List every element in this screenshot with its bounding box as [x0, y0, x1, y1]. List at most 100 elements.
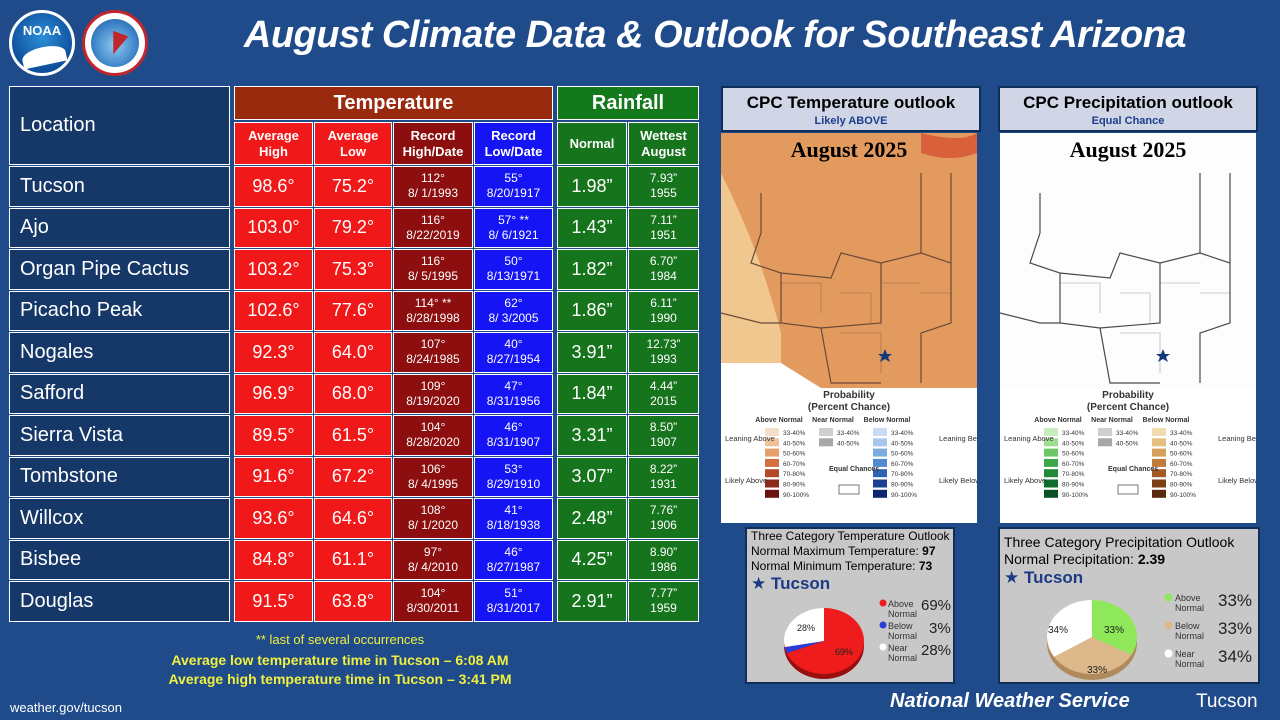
- legend-equal-chances: Equal Chances: [829, 466, 879, 473]
- legend-leaning-below: Leaning Below: [939, 434, 977, 443]
- wettest-august-cell-date: 1907: [650, 435, 677, 450]
- avg-high-cell: 84.8°: [234, 539, 313, 580]
- wettest-august-cell-value: 8.50”: [649, 420, 678, 435]
- record-low-cell: 46° 8/31/1907: [474, 415, 553, 456]
- temp-outlook-title: CPC Temperature outlook: [746, 93, 956, 112]
- noaa-logo: NOAA: [9, 10, 75, 76]
- avg-low-header: Average Low: [314, 122, 392, 165]
- legend-above-swatch: [765, 438, 779, 447]
- legend-above-swatch: [765, 428, 779, 436]
- below-dot-icon: [1164, 621, 1173, 630]
- avg-high-cell: 89.5°: [234, 415, 313, 456]
- normal-min-row: Normal Minimum Temperature: 73: [751, 559, 953, 574]
- legend-near-bin: 33-40%: [837, 430, 860, 437]
- location-cell: Willcox: [9, 498, 230, 539]
- legend-above-bin: 40-50%: [1062, 440, 1085, 447]
- temp-outlook-header: CPC Temperature outlook Likely ABOVE: [721, 86, 981, 132]
- nws-logo-ring: [91, 19, 139, 67]
- legend-above-bin: 50-60%: [1062, 451, 1085, 458]
- temp-outlook-subtitle: Likely ABOVE: [814, 115, 888, 127]
- record-high-cell-value: 108°: [420, 503, 446, 518]
- precip-outlook-header: CPC Precipitation outlook Equal Chance: [998, 86, 1258, 132]
- legend-near-bin: 40-50%: [1116, 440, 1139, 447]
- legend-below-swatch: [1152, 428, 1166, 436]
- record-high-cell: 104° 8/30/2011: [393, 581, 473, 622]
- temp-box-city: ★ Tucson: [751, 574, 953, 594]
- precip-near-pct: 34%: [1218, 647, 1253, 666]
- record-low-cell-value: 46°: [504, 420, 523, 435]
- wettest-august-cell-value: 7.77”: [649, 586, 678, 601]
- record-low-cell-date: 8/18/1938: [486, 518, 541, 533]
- normal-max-row: Normal Maximum Temperature: 97: [751, 544, 953, 559]
- occurrences-note: ** last of several occurrences: [255, 632, 425, 647]
- legend-below-bin: 70-80%: [1170, 471, 1193, 478]
- wettest-august-cell: 7.76” 1906: [628, 498, 699, 539]
- legend-leaning-above: Leaning Above: [725, 434, 775, 443]
- record-high-cell: 114° ** 8/28/1998: [393, 290, 473, 331]
- avg-low-cell: 67.2°: [314, 456, 392, 497]
- record-high-cell: 116° 8/22/2019: [393, 207, 473, 248]
- record-high-cell-date: 8/24/1985: [406, 352, 460, 367]
- legend-above_col: Above Normal: [755, 417, 803, 424]
- precip-map-fill: [1000, 133, 1256, 388]
- star-icon: ★: [751, 574, 767, 593]
- location-cell: Douglas: [9, 581, 230, 622]
- precip-city-name: Tucson: [1023, 568, 1084, 587]
- avg-high-cell: 102.6°: [234, 290, 313, 331]
- legend-below-bin: 40-50%: [1170, 440, 1193, 447]
- legend-above-bin: 33-40%: [1062, 430, 1085, 437]
- legend-near-bin: 33-40%: [1116, 430, 1139, 437]
- precip-near-legend: Near Normal: [1175, 649, 1205, 669]
- avg-high-cell: 103.0°: [234, 207, 313, 248]
- precip-outlook-title: CPC Precipitation outlook: [1023, 93, 1233, 112]
- record-high-cell: 97° 8/ 4/2010: [393, 539, 473, 580]
- legend-above-swatch: [765, 469, 779, 478]
- wettest-august-cell: 7.93” 1955: [628, 166, 699, 207]
- record-low-cell-date: 8/27/1987: [486, 559, 541, 574]
- record-low-cell-value: 41°: [504, 503, 523, 518]
- temp-pie-above-label: 69%: [835, 647, 853, 657]
- temperature-header: Temperature: [234, 86, 553, 120]
- record-high-cell: 108° 8/ 1/2020: [393, 498, 473, 539]
- record-low-cell: 51° 8/31/2017: [474, 581, 553, 622]
- temp-below-legend: Below Normal: [888, 621, 918, 641]
- record-low-cell: 50° 8/13/1971: [474, 249, 553, 290]
- location-cell: Safford: [9, 373, 230, 414]
- legend-above_col: Above Normal: [1034, 417, 1082, 424]
- normal-rain-cell: 2.91”: [557, 581, 627, 622]
- legend-below_col: Below Normal: [864, 417, 911, 424]
- record-high-cell-value: 104°: [420, 586, 446, 601]
- avg-low-cell: 75.3°: [314, 249, 392, 290]
- legend-above-bin: 70-80%: [1062, 471, 1085, 478]
- legend-below-bin: 33-40%: [1170, 430, 1193, 437]
- precip-box-city: ★ Tucson: [1004, 568, 1258, 588]
- website-link[interactable]: weather.gov/tucson: [10, 700, 123, 715]
- temp-near-pct: 28%: [921, 642, 952, 659]
- legend-near-bin: 40-50%: [837, 440, 860, 447]
- legend-below-swatch: [1152, 448, 1166, 457]
- avg-high-cell: 91.6°: [234, 456, 313, 497]
- record-low-cell-value: 40°: [504, 337, 523, 352]
- legend-below-swatch: [1152, 479, 1166, 488]
- avg-low-cell: 63.8°: [314, 581, 392, 622]
- record-high-cell: 112° 8/ 1/1993: [393, 166, 473, 207]
- wettest-august-cell-value: 4.44”: [649, 378, 678, 393]
- legend-likely-above: Likely Above: [1004, 476, 1046, 485]
- avg-high-cell: 96.9°: [234, 373, 313, 414]
- precip-outlook-subtitle: Equal Chance: [1091, 115, 1165, 127]
- legend-equal-swatch: [1117, 484, 1139, 495]
- wettest-august-cell: 8.90” 1986: [628, 539, 699, 580]
- legend-equal-swatch: [838, 484, 860, 495]
- normal-precip-value: 2.39: [1137, 551, 1166, 567]
- legend-below-bin: 50-60%: [891, 451, 914, 458]
- legend-subheading: (Percent Chance): [1087, 402, 1169, 413]
- legend-above-bin: 60-70%: [1062, 461, 1085, 468]
- legend-below-bin: 90-100%: [891, 492, 917, 499]
- normal-rain-cell: 1.98”: [557, 166, 627, 207]
- normal-precip-label: Normal Precipitation:: [1004, 551, 1134, 567]
- temp-pie-near-label: 28%: [797, 623, 815, 633]
- temp-three-category-box: Three Category Temperature Outlook Norma…: [745, 527, 955, 684]
- location-cell: Picacho Peak: [9, 290, 230, 331]
- avg-high-cell: 98.6°: [234, 166, 313, 207]
- record-high-cell-date: 8/ 4/2010: [407, 559, 459, 574]
